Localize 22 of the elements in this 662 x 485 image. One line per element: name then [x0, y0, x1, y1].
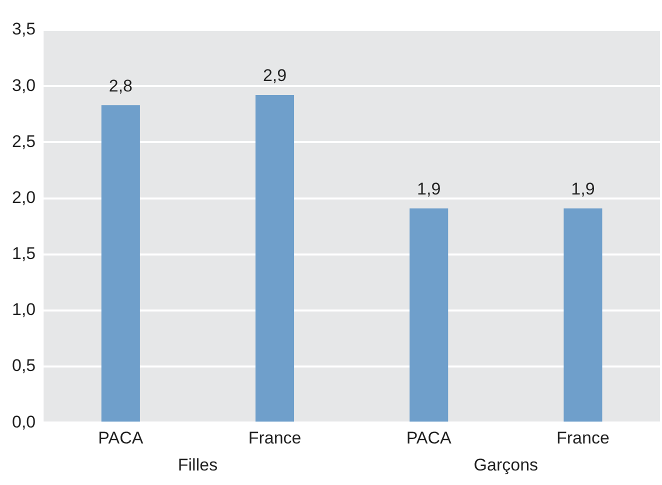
y-tick-label: 3,0	[12, 76, 36, 95]
bar	[101, 105, 140, 422]
y-tick-label: 2,0	[12, 188, 36, 207]
x-tick-label: PACA	[406, 428, 452, 448]
text: Filles	[178, 456, 218, 475]
bar	[256, 95, 294, 422]
data-label: 1,9	[417, 180, 441, 199]
x-tick-label: PACA	[98, 428, 144, 448]
x-tick-label: France	[248, 428, 302, 448]
data-label: 2,9	[262, 66, 287, 86]
y-tick-label: 0,0	[12, 412, 36, 432]
y-tick-label: 1,5	[12, 244, 36, 264]
bar	[410, 208, 448, 422]
y-tick-label: 2,5	[12, 132, 36, 151]
x-tick-label: France	[556, 428, 610, 448]
data-label: 2,8	[108, 76, 132, 96]
text: Garçons	[474, 456, 538, 475]
y-tick-label: 1,0	[12, 300, 36, 320]
y-tick-label: 3,5	[12, 20, 36, 39]
data-label: 1,9	[571, 180, 595, 199]
y-tick-label: 0,5	[12, 356, 36, 376]
bar	[564, 208, 602, 422]
